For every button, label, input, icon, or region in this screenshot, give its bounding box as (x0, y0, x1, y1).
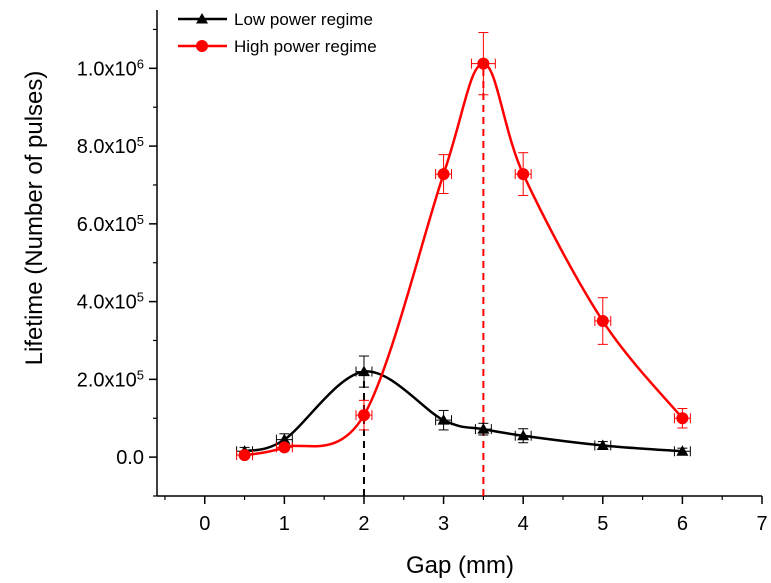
circle-marker (196, 40, 208, 52)
legend-label: Low power regime (234, 10, 373, 29)
x-tick-label: 5 (597, 513, 608, 535)
y-tick-label: 1.0x106 (77, 56, 144, 81)
legend-entry: Low power regime (178, 10, 373, 29)
y-tick-label: 2.0x105 (77, 367, 144, 392)
circle-marker (596, 315, 609, 328)
x-tick-label: 2 (358, 513, 369, 535)
series-line (244, 370, 683, 453)
x-tick-label: 6 (677, 513, 688, 535)
legend-entry: High power regime (178, 37, 377, 56)
x-tick-label: 3 (438, 513, 449, 535)
circle-marker (357, 409, 370, 422)
x-tick-label: 0 (199, 513, 210, 535)
circle-marker (278, 441, 291, 454)
y-tick-label: 6.0x105 (77, 211, 144, 236)
triangle-marker (517, 429, 530, 441)
circle-marker (477, 57, 490, 70)
x-tick-label: 4 (518, 513, 529, 535)
legend: Low power regime High power regime (178, 10, 377, 56)
triangle-marker (676, 445, 689, 456)
legend-label: High power regime (234, 37, 377, 56)
triangle-marker (357, 365, 370, 377)
circle-marker (238, 449, 251, 462)
circle-marker (437, 168, 450, 181)
circle-marker (517, 168, 530, 181)
x-tick-label: 7 (756, 513, 767, 535)
axes: 0 1 2 3 4 5 6 7 0.0 2.0x105 4.0x105 6.0x105 8.0x105 1… (77, 10, 768, 535)
triangle-marker (437, 414, 450, 425)
series-low-power (236, 355, 691, 457)
annotations (362, 63, 485, 496)
series-line (244, 62, 684, 457)
triangle-marker (278, 433, 291, 445)
triangle-marker (477, 423, 490, 434)
triangle-marker (196, 13, 208, 24)
series (236, 32, 691, 462)
y-axis-title: Lifetime (Number of pulses) (21, 71, 48, 366)
x-tick-label: 1 (279, 513, 290, 535)
y-tick-label: 0.0 (116, 447, 144, 469)
series-high-power (236, 32, 691, 462)
circle-marker (676, 412, 689, 425)
y-tick-label: 4.0x105 (77, 289, 144, 314)
triangle-marker (596, 439, 609, 450)
y-tick-label: 8.0x105 (77, 134, 144, 159)
x-axis-title: Gap (mm) (406, 552, 514, 579)
